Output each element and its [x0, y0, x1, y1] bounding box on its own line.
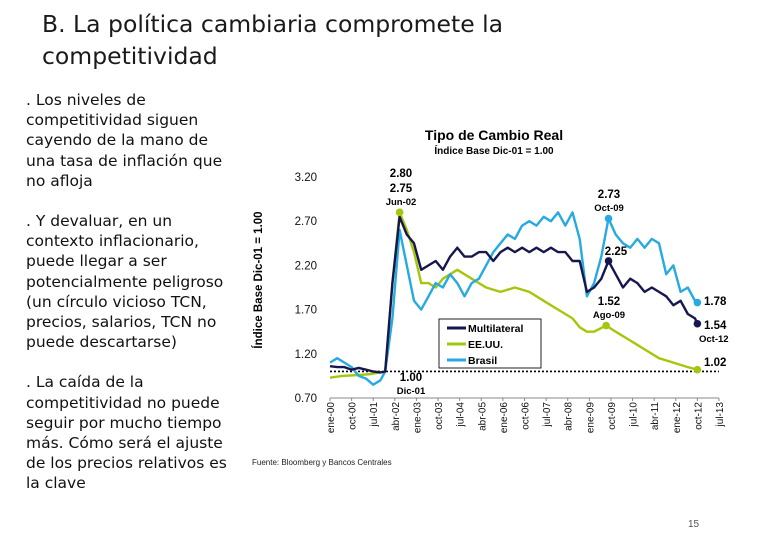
x-tick-label: jul-07 — [542, 402, 553, 428]
x-axis-ticks: ene-00 oct-00 jul-01 abr-02 ene-03 oct-03 jul-… — [326, 398, 726, 433]
annotation-1-54: 1.54 — [704, 320, 727, 332]
y-tick-label: 1.20 — [295, 349, 317, 361]
x-tick-label: oct-12 — [693, 402, 704, 430]
y-tick-label: 2.20 — [295, 260, 317, 272]
y-tick-label: 3.20 — [295, 172, 317, 184]
chart-source: Fuente: Bloomberg y Bancos Centrales — [252, 458, 392, 467]
x-tick-label: jul-10 — [629, 402, 640, 428]
annotation-2-25: 2.25 — [605, 246, 628, 258]
marker-layer — [395, 208, 702, 374]
legend: Multilateral EE.UU. Brasil — [438, 318, 542, 369]
y-tick-label: 0.70 — [295, 393, 317, 405]
bullet-list: . Los niveles de competitividad siguen c… — [26, 90, 231, 494]
x-tick-label: oct-06 — [521, 402, 532, 430]
bullet-3: . La caída de la competitividad no puede… — [26, 373, 227, 493]
x-tick-label: oct-00 — [348, 402, 359, 430]
annotation-2-75: 2.75 — [390, 183, 413, 195]
highlight-point — [395, 208, 404, 217]
highlight-point — [604, 257, 613, 265]
series-layer — [329, 211, 699, 386]
y-axis-label: Índice Base Dic-01 = 1.00 — [252, 211, 265, 348]
slide-title-line-1: B. La política cambiaria compromete la — [42, 10, 504, 38]
bullet-1: . Los niveles de competitividad siguen c… — [26, 91, 223, 190]
y-tick-label: 2.70 — [295, 216, 317, 228]
annotation-ago-09: Ago-09 — [593, 310, 625, 321]
highlight-point — [693, 319, 702, 328]
highlight-point — [693, 365, 702, 374]
annotation-dic-01: Dic-01 — [397, 386, 426, 397]
slide-title: B. La política cambiaria compromete la c… — [42, 8, 682, 72]
bullet-2: . Y devaluar, en un contexto inflacionar… — [26, 212, 224, 352]
x-tick-label: ene-00 — [326, 402, 337, 434]
x-tick-label: ene-12 — [672, 402, 683, 434]
annotation-oct-12: Oct-12 — [699, 334, 729, 345]
annotation-2-73: 2.73 — [598, 189, 620, 201]
series-line-brasil — [329, 211, 699, 386]
annotation-oct-09: Oct-09 — [594, 203, 624, 214]
x-tick-label: jul-13 — [715, 402, 726, 428]
highlight-point — [693, 298, 702, 307]
chart-title: Tipo de Cambio Real — [425, 127, 563, 143]
annotation-1-00: 1.00 — [400, 372, 422, 384]
annotation-1-02: 1.02 — [704, 357, 726, 369]
x-tick-label: abr-11 — [650, 402, 661, 431]
x-tick-label: oct-09 — [607, 402, 618, 430]
highlight-point — [602, 321, 610, 330]
page-number: 15 — [688, 519, 700, 530]
series-line-multilateral — [329, 215, 699, 374]
legend-label-brasil: Brasil — [468, 355, 497, 367]
x-tick-label: oct-03 — [434, 402, 445, 430]
annotation-1-52: 1.52 — [598, 296, 620, 308]
annotation-jun-02: Jun-02 — [386, 197, 417, 208]
x-tick-label: abr-08 — [564, 402, 575, 431]
x-tick-label: jul-01 — [369, 402, 380, 428]
highlight-point — [604, 214, 613, 223]
y-axis-ticks: 3.20 2.70 2.20 1.70 1.20 0.70 — [295, 172, 317, 405]
chart-subtitle: Índice Base Dic-01 = 1.00 — [434, 144, 554, 157]
y-tick-label: 1.70 — [295, 305, 317, 317]
legend-label-eeuu: EE.UU. — [468, 339, 503, 351]
x-tick-label: jul-04 — [456, 402, 467, 428]
x-tick-label: ene-03 — [412, 402, 423, 434]
slide-title-line-2: competitividad — [42, 42, 218, 70]
x-tick-label: abr-02 — [391, 402, 402, 431]
annotation-2-80: 2.80 — [390, 168, 412, 180]
annotations: 2.80 2.75 Jun-02 1.00 Dic-01 2.73 Oct-09… — [386, 168, 729, 397]
legend-label-multilateral: Multilateral — [468, 323, 524, 335]
x-tick-label: ene-09 — [585, 402, 596, 434]
annotation-1-78: 1.78 — [704, 296, 727, 308]
x-tick-label: ene-06 — [499, 402, 510, 434]
x-tick-label: abr-05 — [477, 402, 488, 431]
